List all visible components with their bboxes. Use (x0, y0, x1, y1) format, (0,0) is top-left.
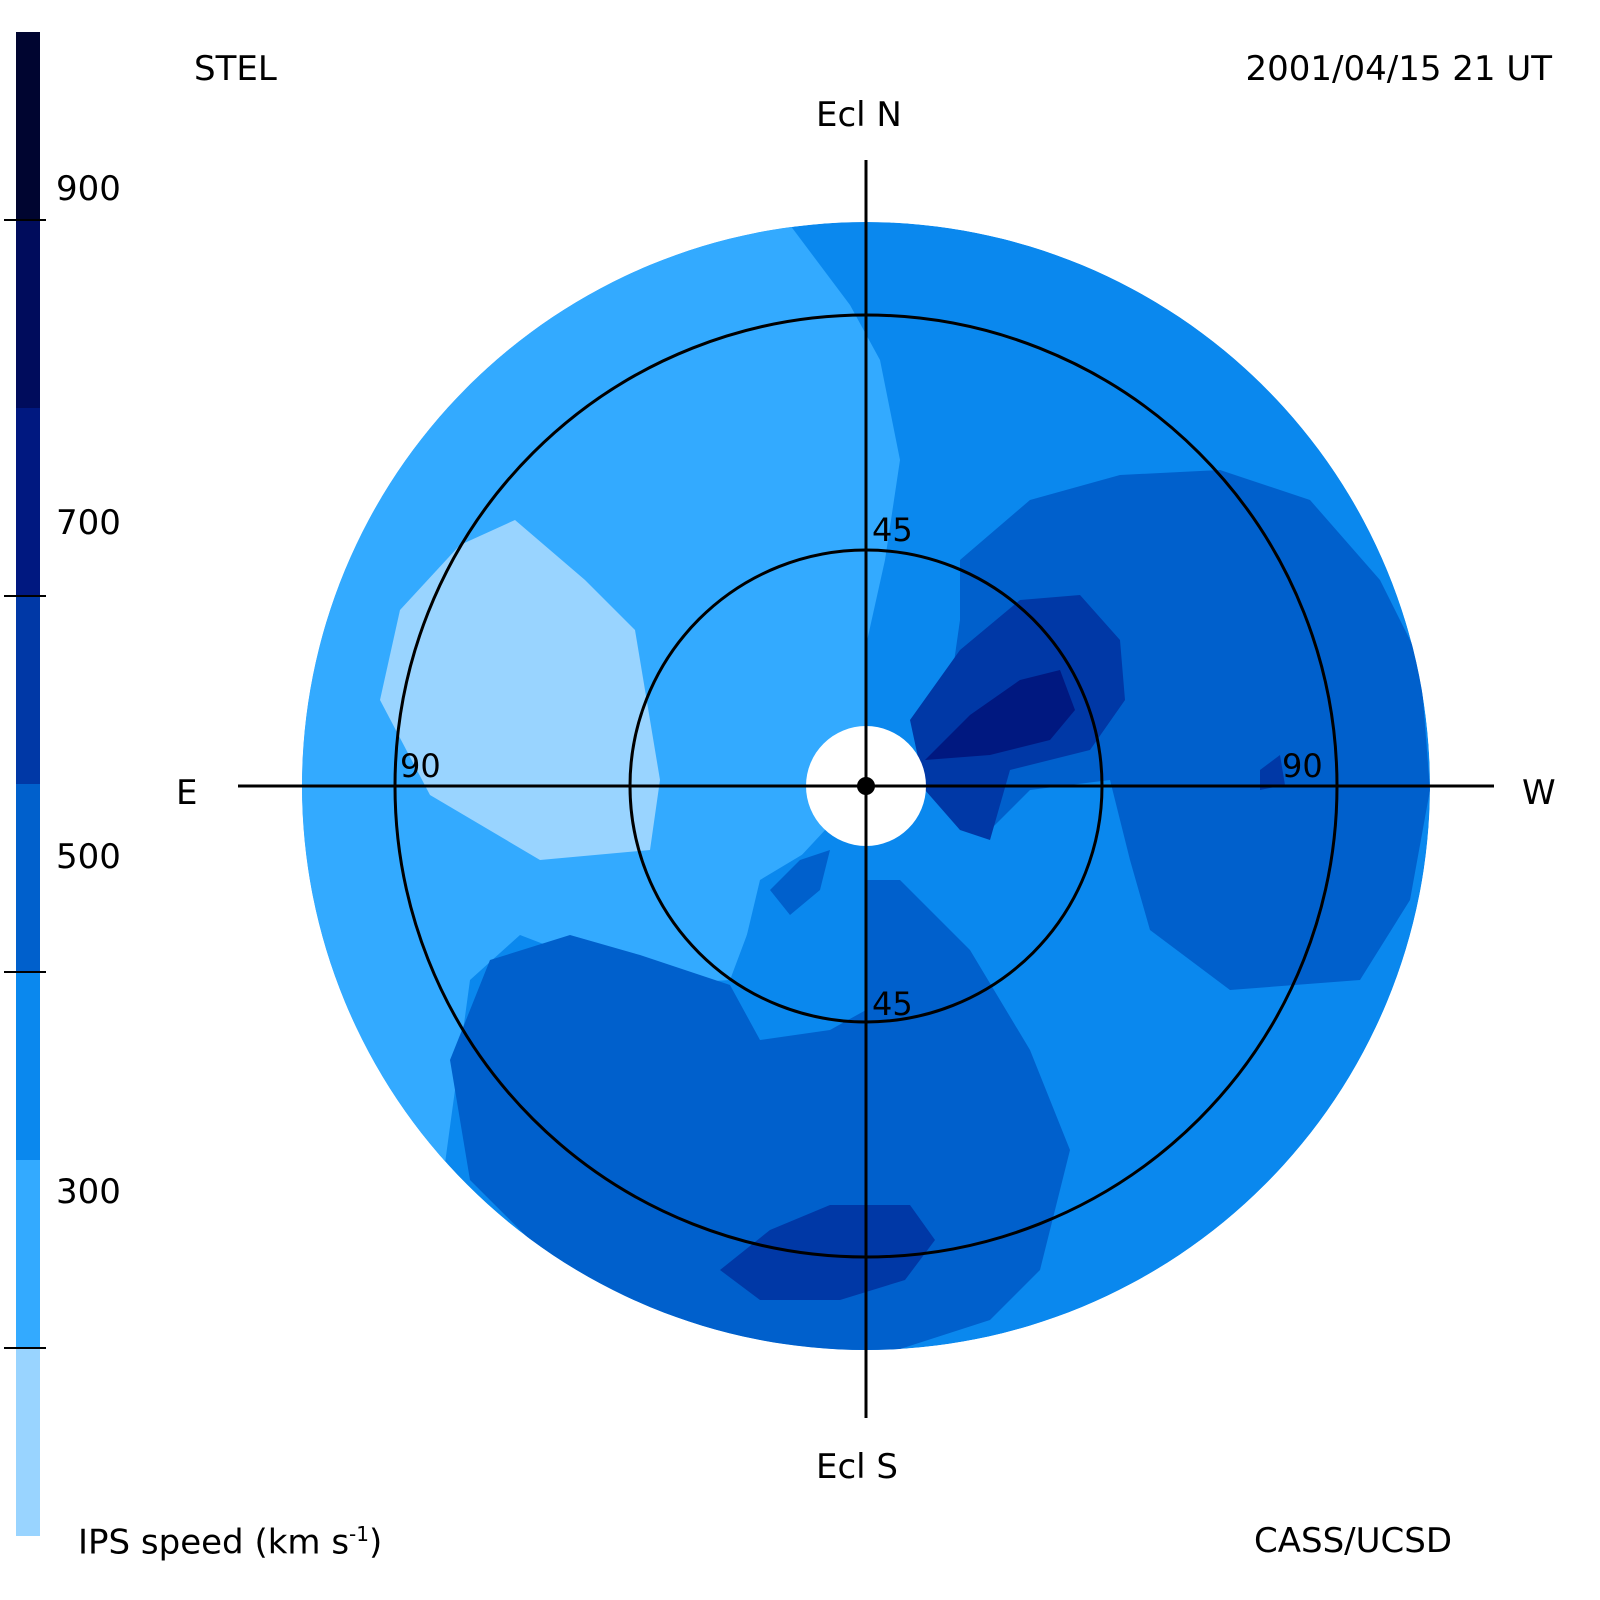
colorbar-tick-label-900: 900 (56, 169, 121, 209)
colorbar (16, 32, 40, 1536)
colorbar-segment-900-1000 (16, 32, 40, 220)
colorbar-segment-500-600 (16, 784, 40, 972)
elongation-label-45-top: 45 (872, 511, 913, 549)
colorbar-ticks (4, 219, 46, 1349)
region-south-limb-patch (720, 1205, 935, 1300)
region-near-sun-northwest-peak (925, 670, 1075, 760)
direction-east-label: E (176, 773, 198, 813)
region-near-sun-southwest-dark (770, 850, 830, 915)
direction-north-label: Ecl N (816, 95, 902, 135)
elongation-label-45-bottom: 45 (872, 985, 913, 1023)
observatory-label: STEL (194, 49, 277, 89)
region-east-slow-lobe (380, 520, 660, 860)
colorbar-segment-300-400 (16, 1160, 40, 1348)
colorbar-tick-label-700: 700 (56, 503, 121, 543)
colorbar-tick-label-300: 300 (56, 1172, 121, 1212)
direction-south-label: Ecl S (816, 1447, 899, 1487)
elongation-label-90-left: 90 (400, 747, 441, 785)
elongation-label-90-right: 90 (1282, 747, 1323, 785)
colorbar-title-close: ) (369, 1522, 383, 1563)
colorbar-title-exponent: -1 (349, 1522, 369, 1546)
region-near-sun-southwest-tongue (735, 840, 866, 1010)
credit-label: CASS/UCSD (1254, 1521, 1453, 1561)
colorbar-segment-600-700 (16, 596, 40, 784)
colorbar-segment-800-900 (16, 220, 40, 408)
colorbar-tick-label-500: 500 (56, 837, 121, 877)
colorbar-segment-700-800 (16, 408, 40, 596)
colorbar-title: IPS speed (km s-1) (78, 1524, 382, 1559)
colorbar-segment-200-300 (16, 1348, 40, 1536)
timestamp-label: 2001/04/15 21 UT (1245, 49, 1553, 89)
colorbar-title-text: IPS speed (km s (78, 1522, 350, 1563)
region-west-limb-patch (1260, 755, 1285, 790)
colorbar-segment-400-500 (16, 972, 40, 1160)
direction-west-label: W (1522, 773, 1556, 813)
